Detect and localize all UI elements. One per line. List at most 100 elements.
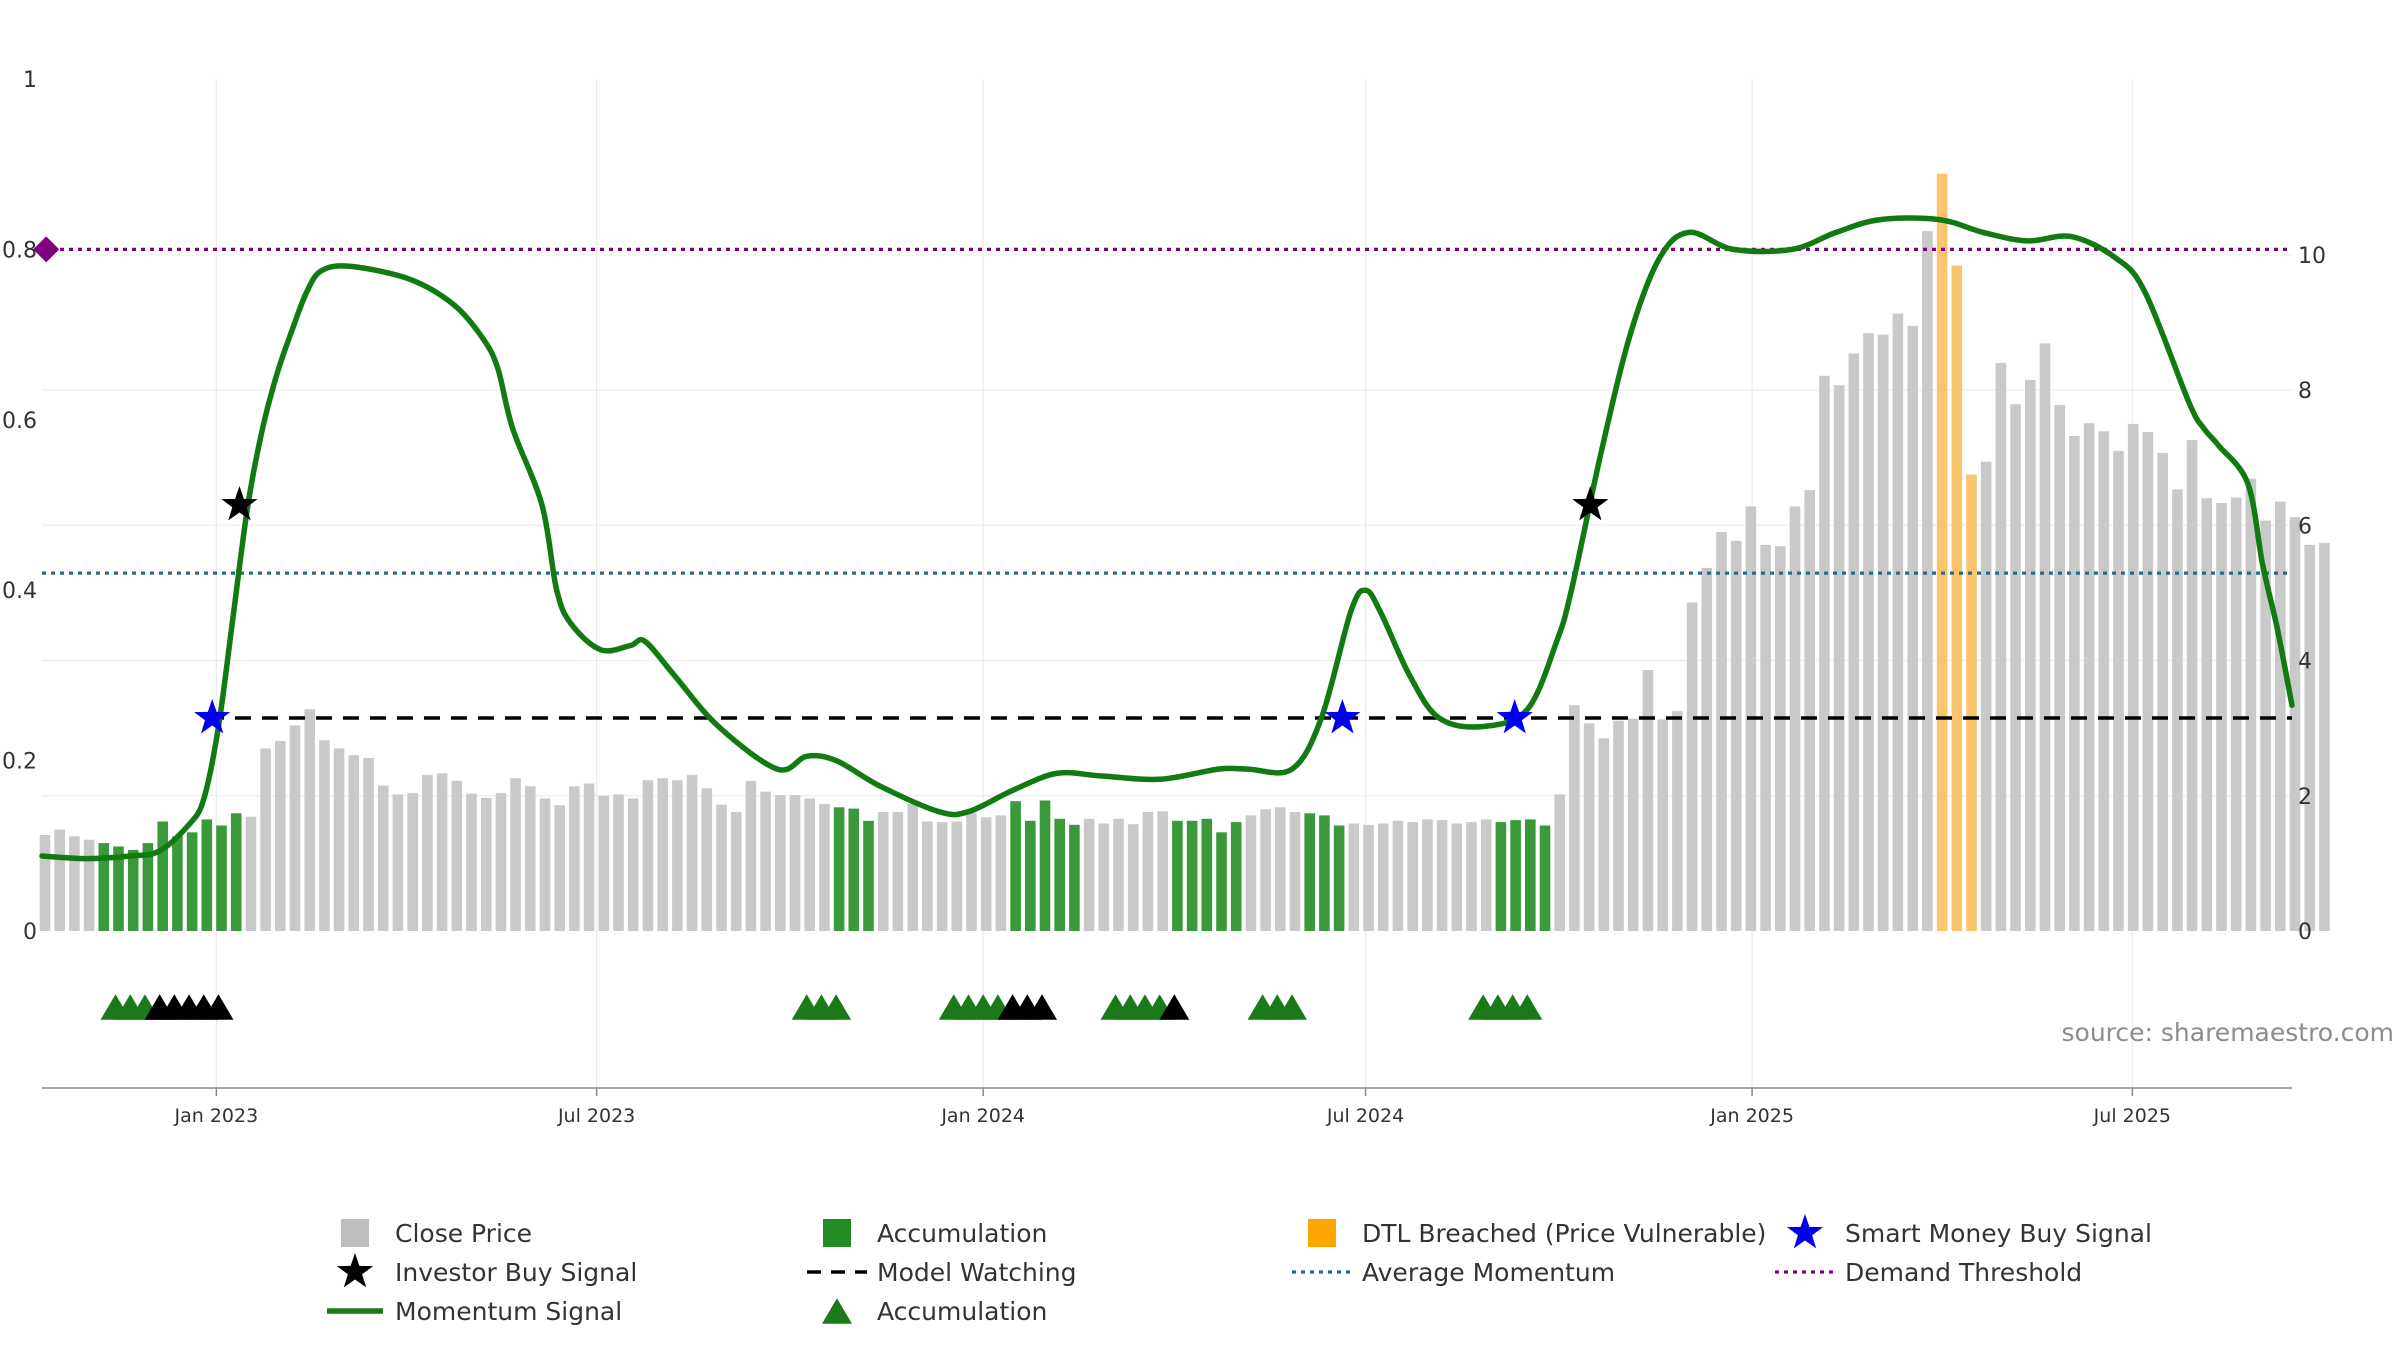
close-price-bar xyxy=(1598,738,1610,931)
close-price-bar xyxy=(480,797,492,931)
accumulation-bar xyxy=(1172,820,1183,931)
close-price-bar xyxy=(892,812,904,931)
legend-item-accum_tri: Accumulation xyxy=(822,1297,1047,1326)
legend-star-icon xyxy=(1786,1214,1824,1249)
close-price-bar xyxy=(1113,818,1124,931)
signal-markers xyxy=(33,236,1609,734)
right-tick-label: 2 xyxy=(2298,785,2312,810)
close-price-bar xyxy=(804,798,815,931)
close-price-bar xyxy=(1569,705,1580,931)
close-price-bar xyxy=(1892,313,1904,932)
close-price-bar xyxy=(1466,822,1477,931)
close-price-bar xyxy=(304,709,315,931)
investor-buy-star xyxy=(1572,486,1609,521)
close-price-bar xyxy=(54,829,65,931)
accumulation-triangle-black xyxy=(1159,994,1190,1020)
left-tick-label: 1 xyxy=(23,68,37,93)
smart-money-buy-star xyxy=(1324,699,1361,734)
close-price-bar xyxy=(789,795,801,931)
close-price-bar xyxy=(2083,423,2095,931)
legend-item-investor: Investor Buy Signal xyxy=(336,1253,637,1288)
close-price-bar xyxy=(2172,489,2183,931)
close-price-bar xyxy=(1363,824,1374,931)
close-price-bar xyxy=(1848,353,1860,931)
legend-item-watching: Model Watching xyxy=(807,1258,1077,1287)
accumulation-bar xyxy=(113,846,124,931)
right-tick-label: 0 xyxy=(2298,920,2312,945)
right-tick-label: 10 xyxy=(2298,244,2326,269)
close-price-bar xyxy=(1980,461,1992,931)
legend-swatch xyxy=(341,1219,369,1247)
close-price-bar xyxy=(1275,807,1286,931)
legend-label: Accumulation xyxy=(877,1219,1047,1248)
accumulation-bar xyxy=(1186,820,1198,931)
accumulation-bar xyxy=(848,808,860,931)
close-price-bar xyxy=(701,788,713,931)
close-price-bar xyxy=(1833,385,1845,931)
legend-item-dtl: DTL Breached (Price Vulnerable) xyxy=(1308,1219,1766,1248)
x-tick-label: Jan 2024 xyxy=(940,1105,1025,1127)
close-price-bar xyxy=(1877,334,1889,932)
close-price-bar xyxy=(525,786,536,931)
close-price-bar xyxy=(980,817,992,931)
accumulation-bar xyxy=(186,832,198,931)
accumulation-bar xyxy=(1054,818,1065,931)
momentum-signal-line xyxy=(39,215,2295,862)
close-price-bar xyxy=(672,780,683,931)
close-price-bar xyxy=(348,755,360,931)
close-price-bar xyxy=(1804,490,1815,931)
close-price-bar xyxy=(2304,544,2315,931)
accumulation-triangle-black xyxy=(203,994,234,1020)
close-price-bar xyxy=(730,812,742,931)
reference-lines xyxy=(42,247,2292,720)
legend-item-avg: Average Momentum xyxy=(1292,1258,1615,1287)
close-price-bar xyxy=(2010,404,2021,931)
close-price-bar xyxy=(2113,450,2124,931)
close-price-bar xyxy=(1760,544,1771,931)
investor-buy-star xyxy=(221,486,258,521)
close-price-bar xyxy=(569,786,580,931)
close-price-bar xyxy=(510,778,521,931)
close-price-bar xyxy=(2157,452,2168,931)
close-price-bar xyxy=(2098,431,2110,931)
close-price-bar xyxy=(1686,602,1698,931)
close-price-bar xyxy=(1480,819,1492,931)
close-price-bar xyxy=(1348,823,1360,931)
close-price-bar xyxy=(760,791,771,931)
x-tick-label: Jul 2024 xyxy=(1326,1105,1404,1127)
close-price-bar xyxy=(1392,820,1404,931)
close-price-bar xyxy=(1701,567,1713,931)
close-price-bar xyxy=(1627,718,1639,931)
close-price-bar xyxy=(2201,498,2213,931)
right-tick-label: 8 xyxy=(2298,379,2312,404)
close-price-bar xyxy=(745,780,757,931)
close-price-bar xyxy=(2245,478,2257,931)
legend-swatch xyxy=(1308,1219,1336,1247)
close-price-bar xyxy=(1642,670,1654,931)
accumulation-bar xyxy=(1539,825,1551,931)
legend-item-demand: Demand Threshold xyxy=(1775,1258,2082,1287)
close-price-bar xyxy=(775,795,786,931)
close-price-bar xyxy=(2319,542,2330,931)
close-price-bar xyxy=(1775,546,1786,931)
legend-label: Demand Threshold xyxy=(1845,1258,2082,1287)
close-price-bar xyxy=(407,793,418,931)
close-price-bar xyxy=(39,835,51,931)
left-tick-label: 0.6 xyxy=(2,409,37,434)
right-tick-label: 4 xyxy=(2298,650,2312,675)
dtl-breached-bar xyxy=(1966,474,1977,931)
accumulation-bar xyxy=(127,849,139,931)
legend-label: Smart Money Buy Signal xyxy=(1845,1219,2152,1248)
accumulation-bar xyxy=(1304,813,1315,931)
close-price-bar xyxy=(2039,343,2051,931)
close-price-bar xyxy=(1451,823,1463,931)
accumulation-bar xyxy=(1069,824,1080,931)
legend-label: DTL Breached (Price Vulnerable) xyxy=(1362,1219,1766,1248)
legend-label: Accumulation xyxy=(877,1297,1047,1326)
close-price-bar xyxy=(877,812,889,931)
close-price-bar xyxy=(627,798,639,931)
x-tick-label: Jan 2025 xyxy=(1709,1105,1794,1127)
close-price-bar xyxy=(363,757,374,931)
